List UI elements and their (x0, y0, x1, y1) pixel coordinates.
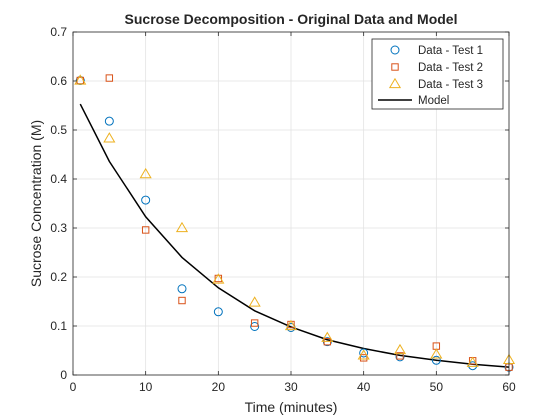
data-point-test-3 (357, 349, 370, 360)
data-point-test-1 (104, 116, 114, 126)
x-tick-label: 20 (212, 380, 226, 394)
legend: Data - Test 1 Data - Test 2 Data - Test 3 M… (371, 38, 504, 110)
data-point-test-3 (175, 221, 189, 233)
data-point-test-1 (359, 348, 369, 358)
y-tick-label: 0 (60, 368, 67, 382)
x-tick-label: 10 (139, 380, 153, 394)
data-point-test-2 (105, 74, 114, 82)
legend-label: Data - Test 2 (418, 62, 483, 74)
data-point-test-1 (141, 195, 151, 205)
y-tick-label: 0.2 (50, 270, 67, 284)
data-point-test-3 (284, 319, 298, 331)
x-tick-label: 0 (70, 380, 77, 394)
data-point-test-2 (141, 226, 150, 234)
model-curve (79, 103, 510, 368)
y-tick-label: 0.6 (50, 74, 67, 88)
data-point-test-2 (396, 352, 404, 360)
data-point-test-3 (393, 343, 407, 355)
data-point-test-2 (214, 274, 223, 283)
data-point-test-3 (466, 356, 479, 367)
data-point-test-3 (212, 273, 225, 284)
y-tick-label: 0.4 (50, 172, 67, 186)
legend-label: Model (418, 95, 449, 107)
y-tick-label: 0.7 (50, 25, 67, 39)
legend-swatch-test-2 (391, 63, 399, 71)
y-axis-label: Sucrose Concentration (M) (28, 120, 44, 287)
y-tick-label: 0.3 (50, 221, 67, 235)
data-point-test-1 (468, 361, 478, 371)
legend-box (371, 38, 504, 110)
data-point-test-3 (139, 167, 152, 179)
legend-swatch-test-3 (388, 77, 402, 89)
legend-label: Data - Test 3 (418, 79, 483, 91)
model-line (79, 103, 510, 368)
y-tick-label: 0.5 (50, 123, 67, 137)
legend-swatch-test-1 (390, 45, 400, 55)
data-point-test-3 (321, 331, 334, 342)
x-tick-label: 60 (502, 380, 516, 394)
x-tick-label: 30 (284, 380, 298, 394)
data-point-test-1 (213, 307, 223, 317)
x-axis-label: Time (minutes) (245, 399, 338, 415)
x-tick-label: 40 (357, 380, 371, 394)
x-tick-label: 50 (430, 380, 444, 394)
data-point-test-1 (250, 321, 260, 331)
data-point-test-3 (248, 296, 261, 307)
data-point-test-2 (250, 319, 259, 327)
axis-ticks: 0 10 20 30 40 50 60 0 0.1 0.2 0.3 0.4 0.5 0.6 0.7 (50, 25, 516, 394)
y-tick-label: 0.1 (50, 319, 67, 333)
data-point-test-3 (103, 132, 116, 143)
series-test-3 (74, 74, 516, 367)
data-point-test-2 (359, 354, 368, 362)
chart-title: Sucrose Decomposition - Original Data an… (125, 11, 458, 27)
data-point-test-2 (178, 296, 186, 305)
data-point-test-3 (74, 74, 87, 85)
legend-label: Data - Test 1 (418, 45, 483, 57)
data-point-test-3 (430, 348, 443, 359)
data-point-test-1 (431, 355, 441, 365)
data-point-test-1 (177, 284, 187, 294)
